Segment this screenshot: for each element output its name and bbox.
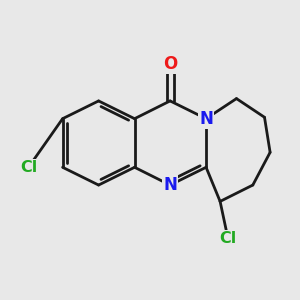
Text: Cl: Cl [219, 231, 237, 246]
Text: N: N [163, 176, 177, 194]
Text: Cl: Cl [20, 160, 37, 175]
Text: N: N [199, 110, 213, 128]
Text: O: O [163, 55, 177, 73]
